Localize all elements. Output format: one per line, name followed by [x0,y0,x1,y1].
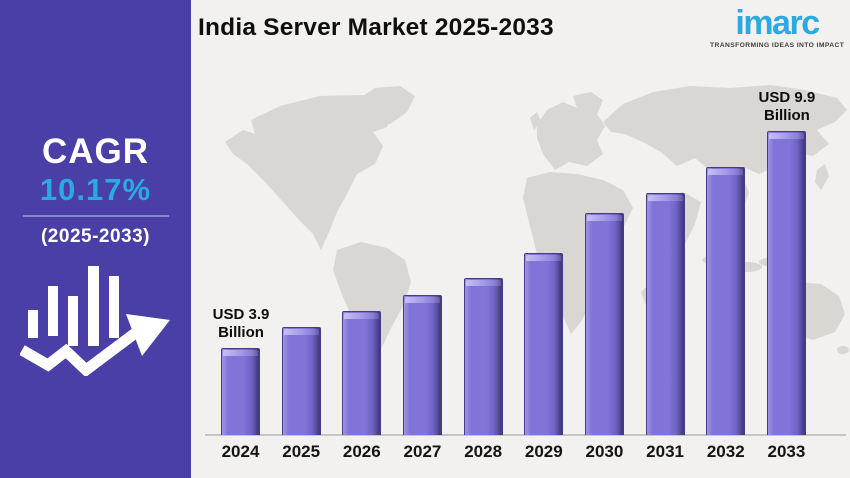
bar-2024 [221,348,260,435]
bar-2026 [342,311,382,435]
bar-value-label-2033: USD 9.9 Billion [758,89,816,124]
bar-2030 [584,213,624,435]
x-tick-2032: 2032 [706,442,745,461]
bar-value-label-2024: USD 3.9 Billion [212,306,270,341]
bar-2031 [645,193,685,435]
x-tick-2033: 2033 [767,442,806,461]
bar-group-2033: USD 9.9 Billion 2033 [759,89,816,461]
bar-chart-growth-arrow-icon [19,266,170,376]
bar-2028 [463,278,503,435]
imarc-logo-text: imarc [735,4,820,42]
cagr-period: (2025-2033) [40,226,151,247]
x-tick-2024: 2024 [221,442,260,461]
cagr-label: CAGR [41,132,150,171]
bar-group-2024: USD 3.9 Billion 2024 [213,125,270,461]
imarc-logo: imarc TRANSFORMING IDEAS INTO IMPACT [710,6,844,49]
bar-2032 [706,167,746,435]
x-tick-2027: 2027 [403,442,442,461]
bar-2033 [766,131,806,435]
imarc-logo-tagline: TRANSFORMING IDEAS INTO IMPACT [710,42,845,49]
sidebar-divider [22,215,169,217]
bar-group-2028: 2028 [463,125,503,461]
x-tick-2031: 2031 [646,442,684,461]
chart-area: India Server Market 2025-2033 imarc TRAN… [191,0,850,478]
bar-group-2030: 2030 [584,125,624,461]
bar-group-2032: 2032 [706,125,746,461]
x-tick-2028: 2028 [464,442,503,461]
bar-group-2027: 2027 [402,125,442,461]
bar-2027 [402,295,442,435]
page-title: India Server Market 2025-2033 [198,14,554,41]
cagr-sidebar: CAGR 10.17% (2025-2033) [0,0,191,478]
x-tick-2025: 2025 [282,442,321,461]
bar-2025 [281,327,321,435]
bar-chart: USD 3.9 Billion 2024 2025 2026 2027 2028 2029 20… [213,89,816,461]
x-axis-line [205,434,846,436]
bar-group-2026: 2026 [342,125,382,461]
bar-group-2029: 2029 [524,125,564,461]
cagr-value: 10.17% [39,172,152,207]
bar-group-2025: 2025 [281,125,321,461]
bar-group-2031: 2031 [645,125,685,461]
x-tick-2029: 2029 [524,442,563,461]
bar-2029 [524,253,564,435]
x-tick-2030: 2030 [585,442,624,461]
x-tick-2026: 2026 [342,442,381,461]
